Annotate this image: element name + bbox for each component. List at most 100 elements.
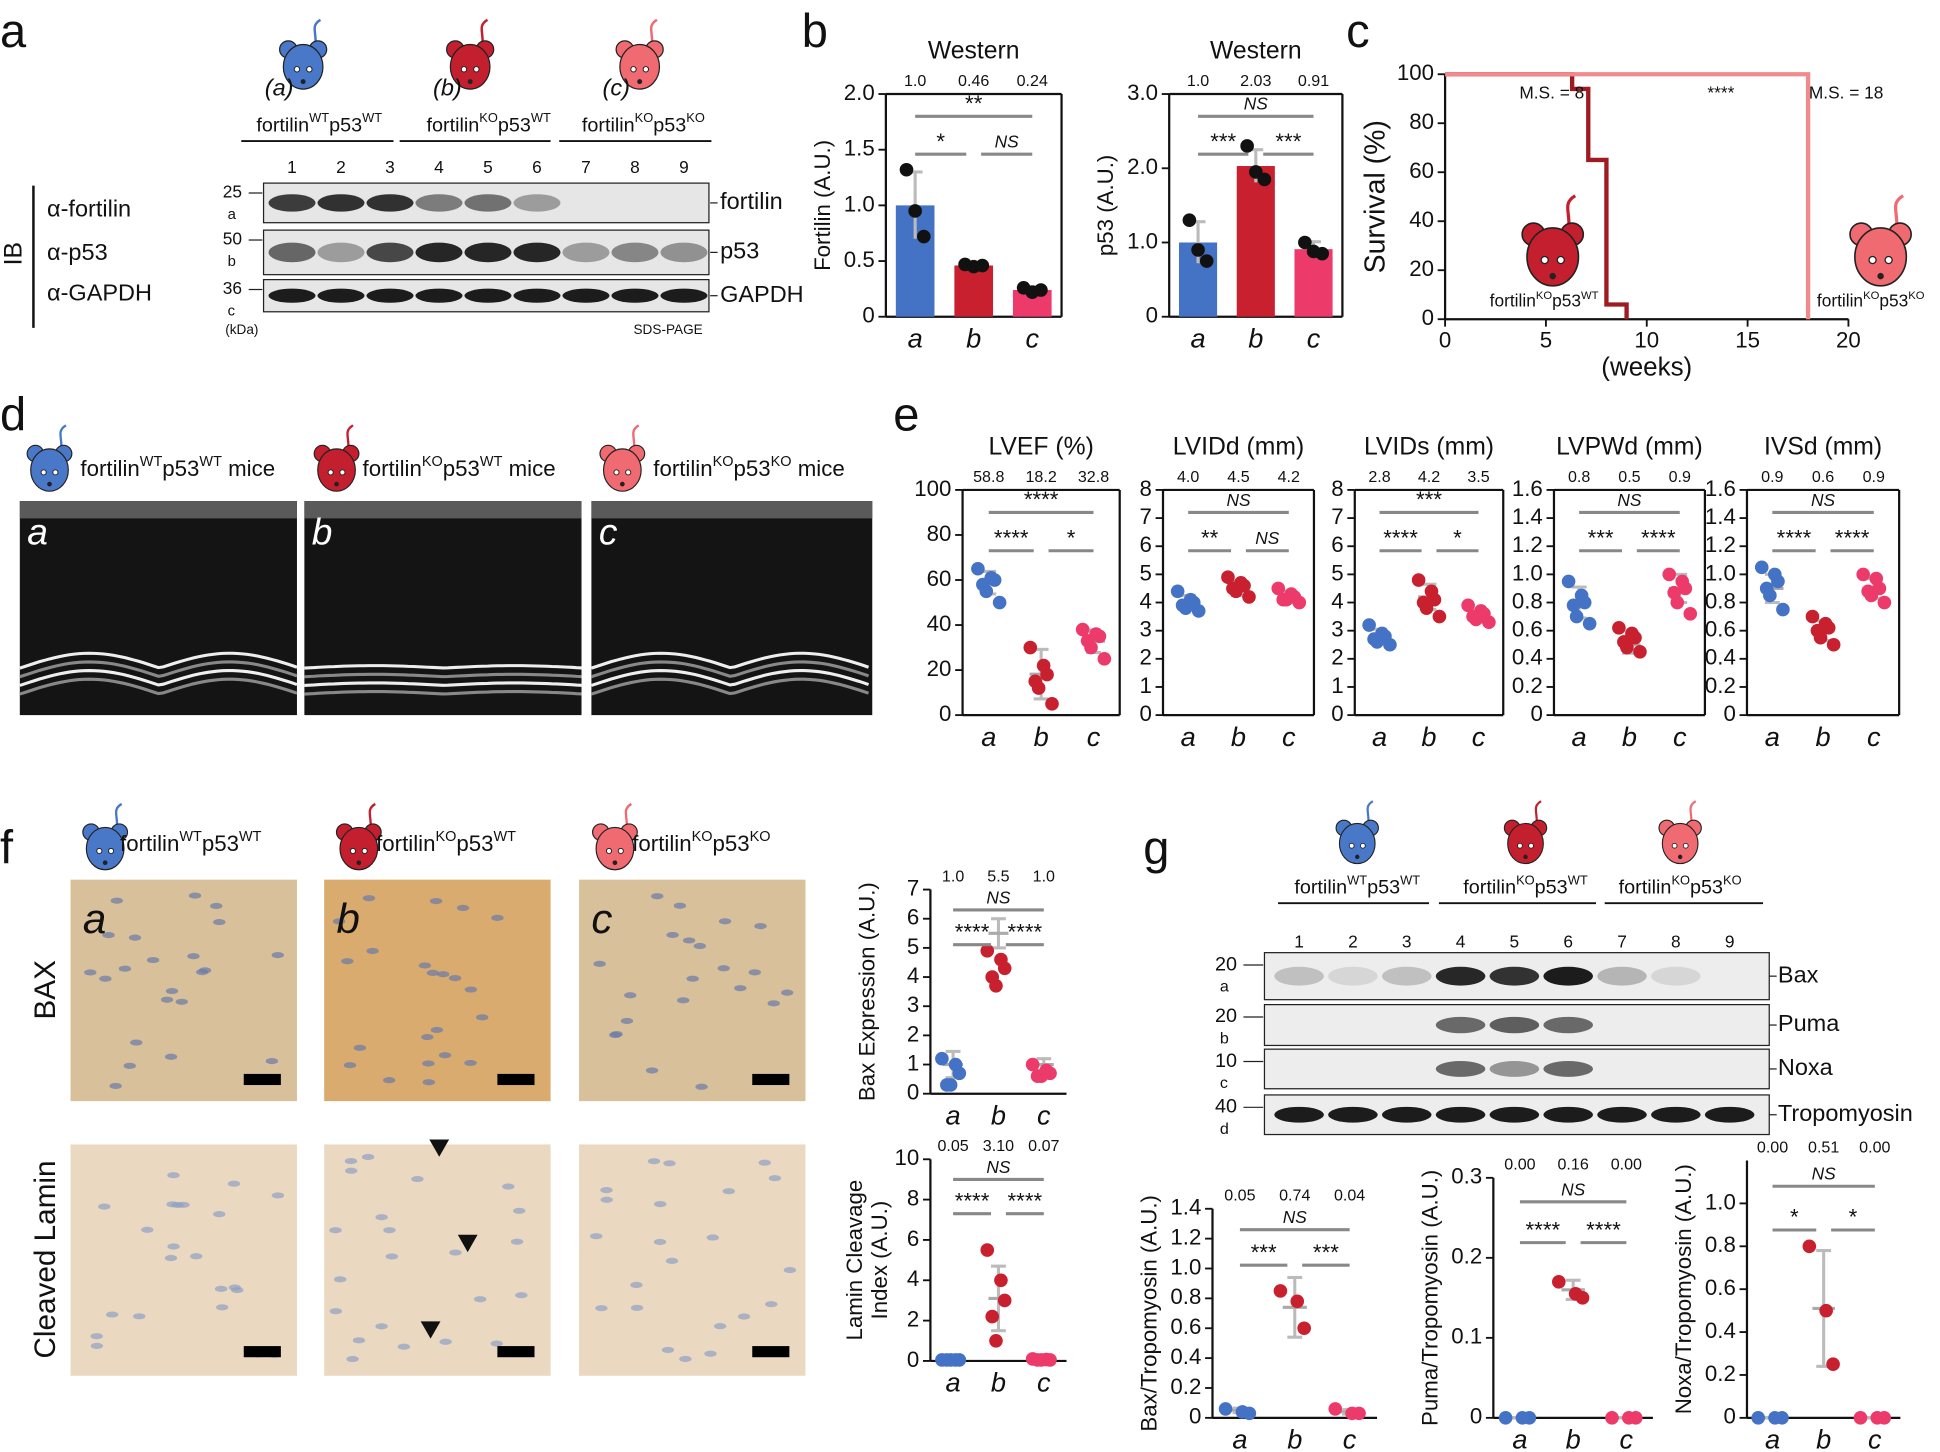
data-point bbox=[1482, 615, 1496, 630]
nucleus bbox=[704, 1350, 717, 1357]
y-tick-label: 1.4 bbox=[1705, 504, 1736, 529]
antibody: α-fortilin bbox=[47, 196, 131, 222]
mouse-eye bbox=[349, 847, 356, 855]
value-label: 0.16 bbox=[1557, 1156, 1588, 1174]
data-point bbox=[1182, 213, 1197, 228]
value-label: 0.5 bbox=[1618, 468, 1640, 486]
significance-label: **** bbox=[1008, 1188, 1043, 1213]
x-tick-label: b bbox=[1248, 322, 1263, 353]
data-point bbox=[943, 1353, 958, 1367]
significance-label: **** bbox=[1383, 525, 1418, 550]
mouse-eye bbox=[108, 847, 115, 855]
blot-band bbox=[1328, 1106, 1378, 1123]
x-axis-label: (weeks) bbox=[1601, 352, 1692, 382]
significance-label: NS bbox=[1283, 1207, 1308, 1227]
y-tick-label: 0.2 bbox=[1451, 1244, 1482, 1269]
marker-size: 36 bbox=[223, 278, 242, 298]
significance-label: NS bbox=[995, 132, 1020, 152]
nucleus bbox=[418, 962, 432, 969]
superscript: WT bbox=[239, 829, 262, 845]
y-tick-label: 1.2 bbox=[1170, 1225, 1201, 1250]
genotype: fortilinWTp53WT bbox=[1294, 872, 1420, 898]
mouse-eye bbox=[605, 847, 613, 855]
value-label: 0.04 bbox=[1334, 1187, 1365, 1205]
superscript: KO bbox=[686, 110, 705, 125]
data-point bbox=[989, 978, 1003, 993]
data-point bbox=[1034, 283, 1048, 297]
significance-label: NS bbox=[986, 1157, 1011, 1177]
superscript: WT bbox=[1347, 872, 1367, 887]
y-tick-label: 1 bbox=[1331, 673, 1343, 698]
nucleus bbox=[600, 1196, 613, 1203]
significance-label: *** bbox=[1251, 1240, 1277, 1265]
y-tick-label: 1.0 bbox=[1705, 1189, 1736, 1214]
significance-label: * bbox=[1453, 525, 1462, 550]
y-tick-label: 0 bbox=[1189, 1404, 1201, 1429]
band-label: Puma bbox=[1778, 1010, 1840, 1036]
data-point bbox=[1856, 567, 1871, 582]
y-tick-label: 2 bbox=[907, 1306, 919, 1331]
data-point bbox=[1025, 1057, 1040, 1072]
mouse-icon bbox=[1849, 194, 1912, 287]
significance-label: NS bbox=[1226, 490, 1251, 510]
blot-band bbox=[1489, 1106, 1540, 1123]
data-point bbox=[1612, 621, 1626, 635]
nucleus bbox=[271, 952, 284, 959]
blot-band bbox=[1597, 1106, 1647, 1123]
mouse-nose bbox=[1523, 854, 1528, 860]
group-tag: (a) bbox=[265, 74, 294, 100]
data-point bbox=[1551, 1275, 1566, 1289]
nucleus bbox=[595, 1305, 608, 1312]
y-tick-label: 20 bbox=[927, 656, 952, 681]
superscript: KO bbox=[1908, 290, 1925, 302]
nucleus bbox=[213, 1211, 226, 1218]
x-tick-label: b bbox=[1566, 1424, 1581, 1452]
mouse-nose bbox=[619, 481, 625, 487]
mouse-icon bbox=[1503, 800, 1548, 865]
image-letter: c bbox=[591, 895, 612, 942]
nucleus bbox=[130, 1039, 143, 1046]
y-axis-label: Bax Expression (A.U.) bbox=[854, 882, 879, 1101]
nucleus bbox=[366, 947, 379, 955]
value-label: 0.46 bbox=[958, 72, 989, 90]
significance-label: **** bbox=[1024, 487, 1059, 512]
x-tick-label: c bbox=[1867, 721, 1881, 752]
nucleus bbox=[464, 1059, 477, 1067]
data-point bbox=[989, 1333, 1003, 1348]
bar bbox=[1294, 249, 1333, 317]
scale-bar bbox=[497, 1073, 535, 1086]
nucleus bbox=[341, 958, 354, 965]
data-point bbox=[1469, 612, 1483, 627]
marker-letter: c bbox=[228, 304, 236, 320]
y-tick-label: 2 bbox=[1331, 645, 1343, 670]
data-point bbox=[1370, 635, 1384, 649]
mouse-eye bbox=[1348, 842, 1355, 849]
echo-trace bbox=[304, 681, 582, 687]
lane-number: 1 bbox=[287, 157, 297, 177]
significance-label: **** bbox=[1008, 919, 1043, 944]
data-point bbox=[980, 943, 995, 958]
nucleus bbox=[146, 956, 160, 964]
data-point bbox=[1561, 574, 1576, 589]
nucleus bbox=[102, 932, 115, 939]
image-letter: b bbox=[312, 510, 333, 552]
significance-label: *** bbox=[1210, 129, 1236, 154]
nucleus bbox=[362, 895, 376, 902]
blot-band bbox=[366, 288, 414, 303]
data-point bbox=[899, 162, 914, 177]
x-tick-label: b bbox=[1815, 721, 1830, 752]
nucleus bbox=[382, 1077, 396, 1084]
data-point bbox=[1045, 697, 1059, 711]
superscript: WT bbox=[362, 110, 382, 125]
nucleus bbox=[188, 892, 202, 899]
superscript: WT bbox=[531, 110, 551, 125]
y-tick-label: 0.2 bbox=[1705, 1361, 1736, 1386]
nucleus bbox=[164, 1053, 178, 1060]
data-point bbox=[1628, 630, 1642, 645]
nucleus bbox=[666, 931, 679, 939]
nucleus bbox=[713, 1323, 727, 1330]
mouse-icon bbox=[1658, 800, 1702, 865]
nucleus bbox=[227, 1180, 241, 1187]
y-tick-label: 0.8 bbox=[1705, 588, 1736, 613]
